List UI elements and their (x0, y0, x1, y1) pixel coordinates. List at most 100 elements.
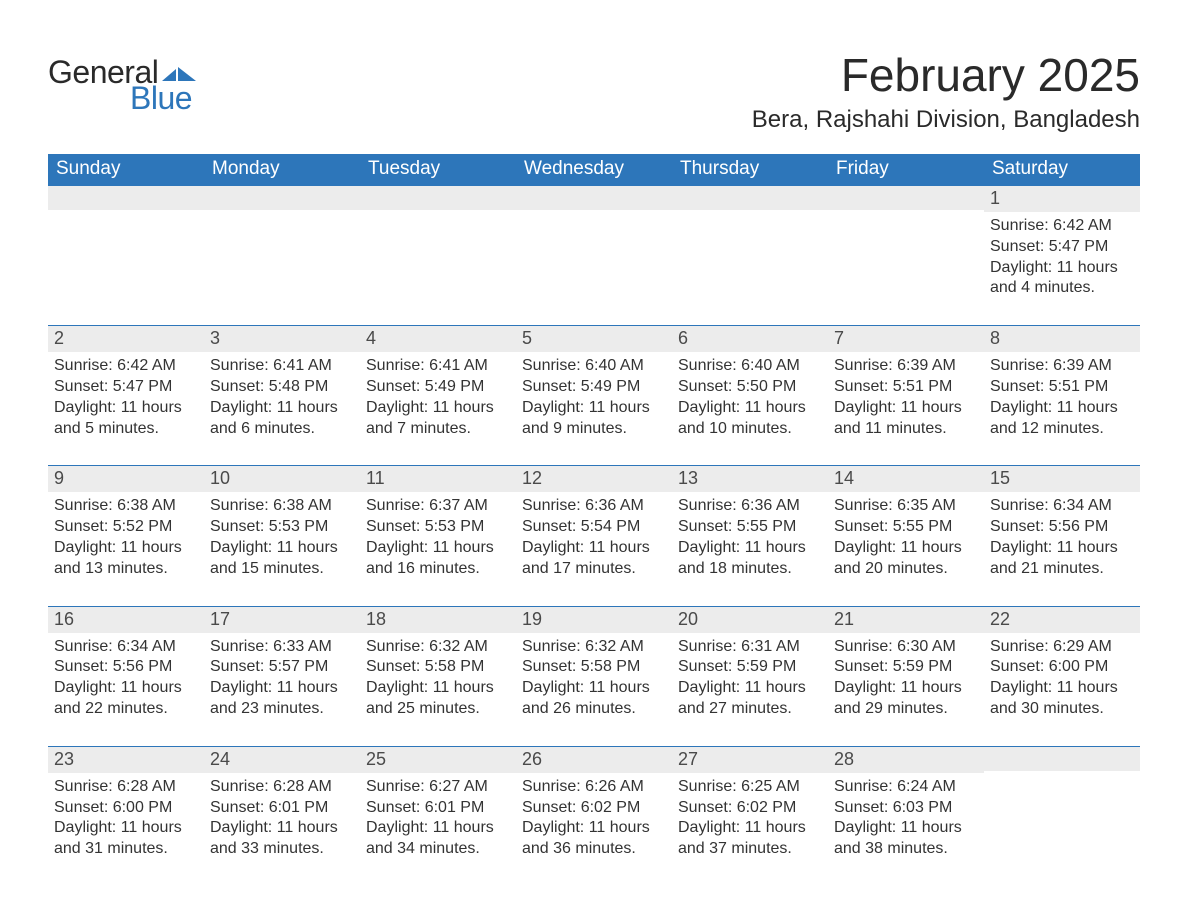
daylight-line: Daylight: 11 hours and 23 minutes. (210, 678, 354, 720)
sunset-line: Sunset: 6:00 PM (54, 798, 198, 819)
day-number-bar: 13 (672, 466, 828, 492)
day-content: Sunrise: 6:41 AMSunset: 5:48 PMDaylight:… (204, 352, 360, 447)
daylight-line: Daylight: 11 hours and 16 minutes. (366, 538, 510, 580)
day-number-bar (516, 186, 672, 210)
sunset-line: Sunset: 5:49 PM (522, 377, 666, 398)
day-number-bar: 1 (984, 186, 1140, 212)
day-number-bar: 25 (360, 747, 516, 773)
sunset-line: Sunset: 6:02 PM (522, 798, 666, 819)
logo-text-blue: Blue (130, 82, 196, 114)
sunrise-line: Sunrise: 6:38 AM (54, 496, 198, 517)
day-number-bar: 12 (516, 466, 672, 492)
day-cell: 8Sunrise: 6:39 AMSunset: 5:51 PMDaylight… (984, 326, 1140, 447)
daylight-line: Daylight: 11 hours and 20 minutes. (834, 538, 978, 580)
sunset-line: Sunset: 5:50 PM (678, 377, 822, 398)
day-content: Sunrise: 6:36 AMSunset: 5:55 PMDaylight:… (672, 492, 828, 587)
sunset-line: Sunset: 5:47 PM (990, 237, 1134, 258)
day-cell (672, 186, 828, 307)
day-content: Sunrise: 6:36 AMSunset: 5:54 PMDaylight:… (516, 492, 672, 587)
day-content: Sunrise: 6:27 AMSunset: 6:01 PMDaylight:… (360, 773, 516, 868)
day-number-bar: 27 (672, 747, 828, 773)
day-content: Sunrise: 6:28 AMSunset: 6:01 PMDaylight:… (204, 773, 360, 868)
daylight-line: Daylight: 11 hours and 34 minutes. (366, 818, 510, 860)
day-cell: 27Sunrise: 6:25 AMSunset: 6:02 PMDayligh… (672, 747, 828, 868)
sunset-line: Sunset: 5:51 PM (990, 377, 1134, 398)
day-content: Sunrise: 6:32 AMSunset: 5:58 PMDaylight:… (516, 633, 672, 728)
sunrise-line: Sunrise: 6:39 AM (834, 356, 978, 377)
day-content: Sunrise: 6:31 AMSunset: 5:59 PMDaylight:… (672, 633, 828, 728)
sunset-line: Sunset: 5:51 PM (834, 377, 978, 398)
sunset-line: Sunset: 5:59 PM (678, 657, 822, 678)
day-number-bar: 22 (984, 607, 1140, 633)
day-content (828, 210, 984, 305)
sunset-line: Sunset: 6:03 PM (834, 798, 978, 819)
day-content: Sunrise: 6:26 AMSunset: 6:02 PMDaylight:… (516, 773, 672, 868)
day-content: Sunrise: 6:38 AMSunset: 5:53 PMDaylight:… (204, 492, 360, 587)
day-content (48, 210, 204, 305)
daylight-line: Daylight: 11 hours and 25 minutes. (366, 678, 510, 720)
sunrise-line: Sunrise: 6:37 AM (366, 496, 510, 517)
day-number-bar: 26 (516, 747, 672, 773)
day-content: Sunrise: 6:37 AMSunset: 5:53 PMDaylight:… (360, 492, 516, 587)
day-content: Sunrise: 6:39 AMSunset: 5:51 PMDaylight:… (984, 352, 1140, 447)
sunset-line: Sunset: 5:55 PM (834, 517, 978, 538)
day-content: Sunrise: 6:28 AMSunset: 6:00 PMDaylight:… (48, 773, 204, 868)
daylight-line: Daylight: 11 hours and 37 minutes. (678, 818, 822, 860)
daylight-line: Daylight: 11 hours and 15 minutes. (210, 538, 354, 580)
sunrise-line: Sunrise: 6:38 AM (210, 496, 354, 517)
daylight-line: Daylight: 11 hours and 7 minutes. (366, 398, 510, 440)
sunset-line: Sunset: 5:57 PM (210, 657, 354, 678)
location-subtitle: Bera, Rajshahi Division, Bangladesh (752, 106, 1140, 134)
day-number-bar: 16 (48, 607, 204, 633)
sunset-line: Sunset: 5:58 PM (366, 657, 510, 678)
day-cell: 4Sunrise: 6:41 AMSunset: 5:49 PMDaylight… (360, 326, 516, 447)
day-cell: 5Sunrise: 6:40 AMSunset: 5:49 PMDaylight… (516, 326, 672, 447)
weekday-header-cell: Saturday (984, 154, 1140, 186)
sunrise-line: Sunrise: 6:31 AM (678, 637, 822, 658)
daylight-line: Daylight: 11 hours and 5 minutes. (54, 398, 198, 440)
day-number-bar: 3 (204, 326, 360, 352)
sunset-line: Sunset: 5:47 PM (54, 377, 198, 398)
day-content: Sunrise: 6:41 AMSunset: 5:49 PMDaylight:… (360, 352, 516, 447)
weekday-header-cell: Monday (204, 154, 360, 186)
week-row: 23Sunrise: 6:28 AMSunset: 6:00 PMDayligh… (48, 746, 1140, 868)
weekday-header-cell: Wednesday (516, 154, 672, 186)
day-number-bar: 17 (204, 607, 360, 633)
daylight-line: Daylight: 11 hours and 22 minutes. (54, 678, 198, 720)
day-content: Sunrise: 6:39 AMSunset: 5:51 PMDaylight:… (828, 352, 984, 447)
day-number-bar (984, 747, 1140, 771)
day-content: Sunrise: 6:33 AMSunset: 5:57 PMDaylight:… (204, 633, 360, 728)
daylight-line: Daylight: 11 hours and 13 minutes. (54, 538, 198, 580)
day-cell: 7Sunrise: 6:39 AMSunset: 5:51 PMDaylight… (828, 326, 984, 447)
day-content: Sunrise: 6:38 AMSunset: 5:52 PMDaylight:… (48, 492, 204, 587)
day-number-bar: 23 (48, 747, 204, 773)
daylight-line: Daylight: 11 hours and 11 minutes. (834, 398, 978, 440)
day-number-bar: 28 (828, 747, 984, 773)
day-content: Sunrise: 6:25 AMSunset: 6:02 PMDaylight:… (672, 773, 828, 868)
day-cell: 13Sunrise: 6:36 AMSunset: 5:55 PMDayligh… (672, 466, 828, 587)
sunrise-line: Sunrise: 6:41 AM (210, 356, 354, 377)
day-number-bar: 14 (828, 466, 984, 492)
sunset-line: Sunset: 6:00 PM (990, 657, 1134, 678)
day-cell: 15Sunrise: 6:34 AMSunset: 5:56 PMDayligh… (984, 466, 1140, 587)
day-number-bar: 15 (984, 466, 1140, 492)
daylight-line: Daylight: 11 hours and 17 minutes. (522, 538, 666, 580)
day-content: Sunrise: 6:34 AMSunset: 5:56 PMDaylight:… (48, 633, 204, 728)
sunrise-line: Sunrise: 6:34 AM (990, 496, 1134, 517)
weekday-header-cell: Sunday (48, 154, 204, 186)
day-content (984, 771, 1140, 866)
sunrise-line: Sunrise: 6:33 AM (210, 637, 354, 658)
week-row: 2Sunrise: 6:42 AMSunset: 5:47 PMDaylight… (48, 325, 1140, 447)
daylight-line: Daylight: 11 hours and 4 minutes. (990, 258, 1134, 300)
day-cell: 16Sunrise: 6:34 AMSunset: 5:56 PMDayligh… (48, 607, 204, 728)
day-number-bar: 9 (48, 466, 204, 492)
sunset-line: Sunset: 5:54 PM (522, 517, 666, 538)
weekday-header-cell: Thursday (672, 154, 828, 186)
sunrise-line: Sunrise: 6:32 AM (366, 637, 510, 658)
page: General Blue February 2025 Bera, Rajshah… (0, 0, 1188, 916)
daylight-line: Daylight: 11 hours and 18 minutes. (678, 538, 822, 580)
week-row: 16Sunrise: 6:34 AMSunset: 5:56 PMDayligh… (48, 606, 1140, 728)
daylight-line: Daylight: 11 hours and 38 minutes. (834, 818, 978, 860)
sunset-line: Sunset: 6:01 PM (210, 798, 354, 819)
day-number-bar (360, 186, 516, 210)
